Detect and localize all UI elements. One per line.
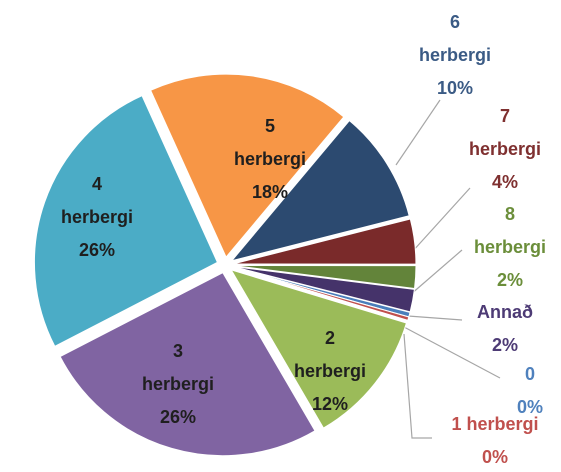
slice-label: 5 herbergi 18% [234,110,306,209]
slice-name: 8 herbergi [473,204,547,257]
slice-label: 6 herbergi 10% [419,6,491,105]
slice-name: Annað [477,302,533,322]
slice-percent: 18% [251,182,289,202]
pie-slice [59,272,316,457]
slice-label: 1 herbergi 0% [451,408,538,472]
slice-name: 4 herbergi [60,174,134,227]
slice-name: 6 herbergi [418,12,492,65]
slice-name: 1 herbergi [451,414,539,434]
slice-label: 8 herbergi 2% [474,198,546,297]
slice-percent: 26% [78,240,116,260]
slice-percent: 26% [159,407,197,427]
pie-slice [33,94,219,347]
pie-slice [230,269,408,429]
pie-slice [232,265,417,289]
slice-percent: 4% [491,172,519,192]
slice-name: 3 herbergi [141,341,215,394]
slice-percent: 0% [481,447,508,467]
slice-name: 7 herbergi [468,106,542,159]
pie-slice [149,73,345,259]
slice-name: 0 [524,364,536,384]
leader-line [395,99,441,166]
slice-label: 0 0% [517,358,543,424]
slice-percent: 0% [516,397,544,417]
slice-name: 2 herbergi [293,328,367,381]
slice-label: 7 herbergi 4% [469,100,541,199]
slice-label: 2 herbergi 12% [294,322,366,421]
leader-line [411,187,471,253]
leader-line [407,315,463,321]
pie-slice [232,218,417,265]
slice-label: 4 herbergi 26% [61,168,133,267]
pie-slice [230,119,410,262]
slice-label: Annað 2% [477,296,533,362]
leader-line [409,249,463,296]
pie-slice [232,265,415,313]
leader-line [403,333,432,439]
slice-percent: 2% [496,270,524,290]
leader-lines [395,99,501,439]
slice-percent: 12% [311,394,349,414]
slice-percent: 10% [436,78,474,98]
slice-name: 5 herbergi [233,116,307,169]
slice-label: 3 herbergi 26% [142,335,214,434]
pie-slice [232,266,410,321]
slice-percent: 2% [491,335,518,355]
leader-line [403,326,501,379]
